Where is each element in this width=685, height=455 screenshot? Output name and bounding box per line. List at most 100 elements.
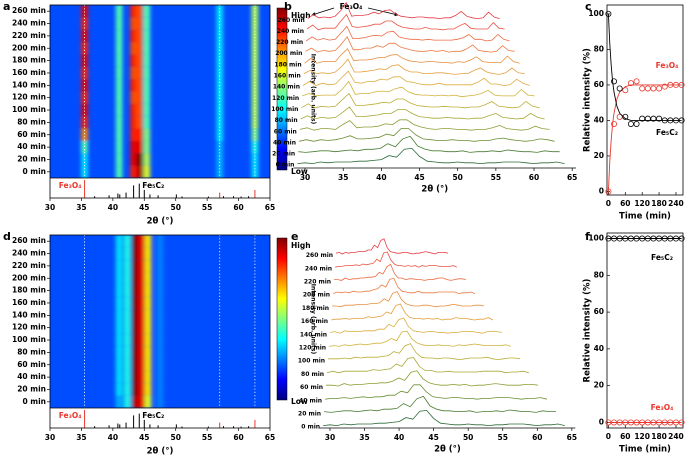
data-point — [656, 235, 663, 242]
x-tick-label: 60 — [620, 199, 630, 208]
annotation: Fe₃O₄ — [340, 2, 363, 11]
y-tick-label: 140 min — [12, 310, 46, 319]
heatmap-cell — [132, 272, 139, 285]
heatmap-cell — [132, 333, 139, 347]
data-point — [678, 419, 685, 426]
heatmap-cell — [115, 128, 123, 141]
heatmap-cell — [143, 116, 151, 129]
heatmap-cell — [136, 5, 143, 18]
heatmap-cells — [115, 235, 164, 408]
x-tick-label: 40 — [394, 433, 404, 442]
y-tick-label: 120 min — [12, 93, 46, 102]
heatmap-cell — [143, 165, 151, 178]
heatmap-cell — [115, 259, 123, 273]
heatmap-cell — [132, 235, 139, 248]
spectrum — [329, 330, 512, 347]
spectrum — [331, 303, 494, 321]
data-point — [661, 419, 668, 426]
spectrum — [323, 409, 565, 427]
data-point — [650, 115, 657, 122]
heatmap-cell — [137, 370, 145, 384]
heatmap-cell — [136, 128, 143, 141]
heatmap-cell — [115, 358, 123, 371]
x-tick-label: 50 — [463, 433, 473, 442]
heatmap-cell — [124, 370, 131, 384]
data-point — [616, 113, 623, 120]
colorbar-title: Intensity (arb. units) — [310, 284, 317, 355]
data-point — [622, 87, 629, 94]
heatmap-cell — [156, 235, 164, 248]
data-point — [639, 85, 646, 92]
y-tick-label: 40 min — [17, 142, 46, 151]
heatmap-cell — [216, 128, 223, 141]
series-label: 160 min — [274, 73, 301, 80]
heatmap-cell — [124, 321, 131, 334]
heatmap-cell — [115, 42, 123, 55]
data-point — [650, 85, 657, 92]
series-label: 140 min — [273, 84, 300, 91]
heatmap-cell — [81, 116, 88, 129]
heatmap-cell — [143, 17, 151, 30]
colorbar-high: High — [291, 11, 311, 20]
heatmap-cell — [115, 395, 123, 408]
spectrum — [334, 263, 466, 281]
heatmap-cell — [136, 153, 143, 166]
y-tick-label: 60 — [594, 307, 604, 316]
heatmap-cell — [130, 5, 137, 18]
y-tick-label: 40 — [594, 115, 604, 124]
heatmap-cell — [132, 383, 139, 396]
data-point — [672, 117, 679, 124]
y-tick-label: 0 min — [22, 167, 46, 176]
spectrum — [305, 25, 510, 42]
series-label: 20 min — [298, 411, 321, 418]
data-point — [644, 235, 651, 242]
heatmap-cell — [115, 116, 123, 129]
heatmap-cell — [136, 29, 143, 43]
reference-label: Fe₃O₄ — [59, 181, 82, 190]
y-tick-label: 160 min — [12, 68, 46, 77]
heatmap-cell — [132, 296, 139, 310]
spectrum — [326, 370, 538, 387]
heatmap-cell — [132, 358, 139, 371]
series-label: 0 min — [276, 162, 295, 169]
heatmap-cell — [251, 91, 259, 104]
heatmap-cell — [124, 346, 131, 359]
series-label: 100 min — [298, 358, 325, 365]
heatmap-cell — [216, 42, 223, 55]
y-tick-label: 180 min — [12, 56, 46, 65]
heatmap-cell — [130, 91, 137, 104]
heatmap-cell — [115, 153, 123, 166]
series-label: 120 min — [272, 95, 299, 102]
series-label: 220 min — [304, 279, 331, 286]
series-label: 180 min — [302, 305, 329, 312]
heatmap-cell — [130, 54, 137, 67]
x-tick-label: 30 — [45, 433, 55, 442]
heatmap-cell — [144, 333, 152, 347]
heatmap-cell — [132, 259, 139, 273]
reference-label: Fe₃O₄ — [59, 411, 82, 420]
spectrum — [298, 135, 560, 153]
heatmap-cell — [130, 17, 137, 30]
heatmap-cell — [251, 29, 259, 43]
heatmap-cell — [115, 66, 123, 80]
x-tick-label: 60 — [233, 203, 243, 212]
series-label: Fe₃O₄ — [651, 403, 674, 412]
x-tick-label: 65 — [265, 203, 275, 212]
x-tick-label: 55 — [202, 203, 212, 212]
x-tick-label: 30 — [300, 173, 310, 182]
heatmap-cell — [156, 309, 164, 322]
heatmap-cell — [115, 91, 123, 104]
heatmap-cell — [115, 309, 123, 322]
x-tick-label: 40 — [108, 433, 118, 442]
series-label: 200 min — [303, 292, 330, 299]
heatmap-cell — [124, 296, 131, 310]
data-point — [633, 235, 640, 242]
x-axis-title: Time (min) — [619, 212, 671, 222]
series-label: 40 min — [299, 397, 322, 404]
data-point — [667, 235, 674, 242]
heatmap-cell — [156, 358, 164, 371]
heatmap-cell — [137, 247, 145, 260]
heatmap-cell — [144, 296, 152, 310]
spectrum — [302, 80, 535, 98]
heatmap-cell — [115, 284, 123, 297]
